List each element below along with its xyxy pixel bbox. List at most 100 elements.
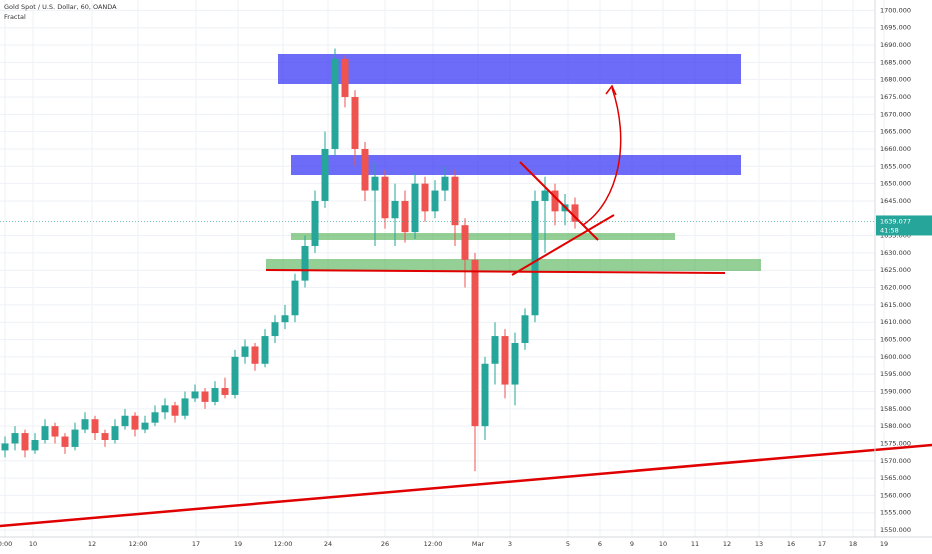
x-tick-label: 9 [630,540,634,548]
projection-arrow [582,87,622,226]
candle-body [71,429,79,447]
candle-body [31,439,39,451]
x-tick-label: 10 [29,540,37,548]
candle-body [161,405,169,413]
support-zone [266,259,761,271]
candle-body [471,259,479,427]
candle-body [291,280,299,316]
trend-line [265,269,726,274]
chart-title: Gold Spot / U.S. Dollar, 60, OANDA [4,3,117,11]
y-tick-label: 1580.000 [880,422,911,430]
y-tick-label: 1685.000 [880,58,911,66]
candle-body [371,176,379,191]
candle-body [551,190,559,212]
y-tick-label: 1605.000 [880,336,911,344]
x-tick-label: 19 [234,540,242,548]
candle-body [201,391,209,402]
y-tick-label: 1630.000 [880,249,911,257]
candle-body [81,419,89,430]
x-tick-label: 13 [755,540,763,548]
candle-body [311,200,319,246]
y-tick-label: 1690.000 [880,41,911,49]
candle-body [361,148,369,191]
x-tick-label: 12 [723,540,731,548]
triangle-line [519,161,599,241]
y-tick-label: 1610.000 [880,318,911,326]
y-tick-label: 1560.000 [880,491,911,499]
x-tick-label: 12:00 [424,540,443,548]
y-tick-label: 1655.000 [880,162,911,170]
candle-body [191,391,199,399]
candle-body [541,190,549,201]
candle-body [321,148,329,201]
candle-body [281,315,289,323]
last-price-box [876,215,932,236]
x-tick-label: 26 [381,540,389,548]
x-tick-label: 24 [324,540,332,548]
indicator-name: Fractal [4,13,26,21]
y-tick-label: 1680.000 [880,76,911,84]
candles [1,48,579,472]
candle-body [221,388,229,395]
candle-body [571,204,579,222]
candle-body [61,436,69,447]
candle-body [261,336,269,364]
trend-line [0,443,932,528]
x-tick-label: 12:00 [274,540,293,548]
countdown-label: 41:58 [880,226,899,234]
candle-body [531,200,539,316]
resistance-zone [291,155,741,175]
candle-body [341,58,349,98]
x-tick-label: 12 [88,540,96,548]
y-tick-label: 1620.000 [880,284,911,292]
y-tick-label: 1590.000 [880,387,911,395]
candle-body [141,422,149,430]
candle-body [421,183,429,212]
y-tick-label: 1675.000 [880,93,911,101]
support-zone [291,233,675,240]
candle-body [491,336,499,364]
arrow-head [605,84,617,96]
candle-body [41,426,49,440]
x-tick-label: 19 [880,540,888,548]
y-tick-label: 1600.000 [880,353,911,361]
candle-body [51,426,59,437]
x-tick-label: 6 [598,540,602,548]
y-tick-label: 1615.000 [880,301,911,309]
candle-body [21,433,29,451]
candle-body [521,315,529,343]
candle-body [431,190,439,212]
y-tick-label: 1555.000 [880,509,911,517]
triangle-line [511,214,615,276]
candle-body [461,225,469,260]
y-tick-label: 1585.000 [880,405,911,413]
candle-body [251,346,259,364]
candle-body [211,388,219,402]
candle-body [131,415,139,430]
y-tick-label: 1700.000 [880,6,911,14]
candle-body [511,342,519,385]
x-tick-label: 5 [566,540,570,548]
y-tick-label: 1565.000 [880,474,911,482]
y-tick-label: 1645.000 [880,197,911,205]
candle-body [101,433,109,440]
x-tick-label: 17 [818,540,826,548]
y-tick-label: 1665.000 [880,128,911,136]
candle-body [231,356,239,395]
candle-body [1,443,9,451]
candle-body [11,433,19,444]
candle-body [151,412,159,423]
x-tick-label: 3 [508,540,512,548]
grid [0,0,885,537]
axes: 1550.000 1555.000 1560.000 1565.000 1570.000… [0,6,932,548]
candle-body [111,426,119,440]
x-tick-label: 11 [691,540,699,548]
x-tick-label: 16 [787,540,795,548]
x-tick-label: 18 [849,540,857,548]
candle-body [351,97,359,149]
candle-body [331,58,339,149]
candle-body [121,415,129,427]
y-tick-label: 1550.000 [880,526,911,534]
y-tick-label: 1650.000 [880,180,911,188]
